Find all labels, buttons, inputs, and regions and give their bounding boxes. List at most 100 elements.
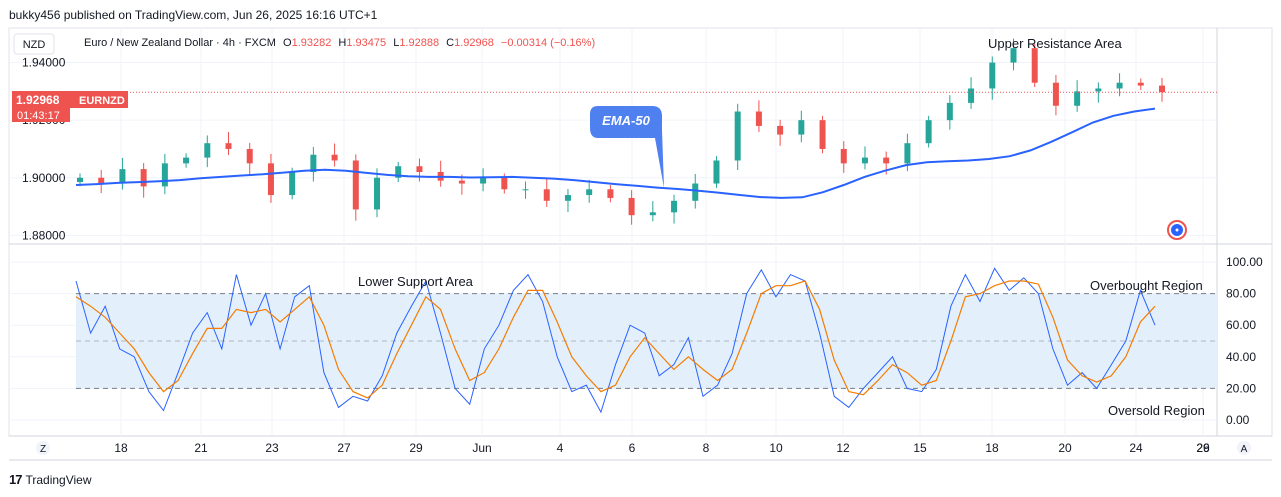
close-label: C bbox=[446, 37, 454, 49]
tradingview-brand[interactable]: 17 TradingView bbox=[9, 472, 92, 487]
publish-bar: bukky456 published on TradingView.com, J… bbox=[0, 0, 1281, 28]
candle-body bbox=[1074, 91, 1081, 106]
close-value: 1.92968 bbox=[454, 37, 494, 49]
currency-button-label: NZD bbox=[23, 39, 46, 51]
candle-body bbox=[1116, 82, 1123, 89]
candle-body bbox=[395, 166, 402, 178]
stoch-tick-label: 40.00 bbox=[1226, 350, 1256, 364]
time-tick-label: 8 bbox=[703, 441, 710, 455]
candle-body bbox=[458, 180, 465, 184]
time-tick-label: 18 bbox=[985, 441, 999, 455]
compass-icon[interactable] bbox=[1167, 220, 1187, 240]
candle-body bbox=[140, 169, 147, 187]
time-tick-label: 21 bbox=[194, 441, 208, 455]
stoch-tick-label: 100.00 bbox=[1226, 255, 1263, 269]
overbought-label: Overbought Region bbox=[1090, 278, 1203, 293]
price-tick-label: 1.90000 bbox=[22, 171, 66, 185]
stoch-tick-label: 20.00 bbox=[1226, 381, 1256, 395]
candle-body bbox=[1010, 48, 1017, 63]
candle-body bbox=[161, 163, 168, 187]
price-tick-label: 1.88000 bbox=[22, 228, 66, 242]
candle-body bbox=[564, 195, 571, 201]
candle-body bbox=[331, 154, 338, 161]
stoch-tick-label: 80.00 bbox=[1226, 287, 1256, 301]
candle-body bbox=[267, 163, 274, 196]
candle-body bbox=[352, 160, 359, 210]
candle-body bbox=[628, 197, 635, 216]
candle-body bbox=[734, 111, 741, 161]
candle-body bbox=[946, 102, 953, 121]
stoch-k-line bbox=[75, 267, 1156, 414]
auto-scale-button-label: A bbox=[1241, 444, 1248, 455]
timezone-button[interactable] bbox=[36, 441, 50, 455]
candle-body bbox=[501, 177, 508, 190]
candle-body bbox=[586, 189, 593, 196]
candle-body bbox=[246, 148, 253, 164]
candle-body bbox=[1095, 88, 1102, 92]
candle-body bbox=[416, 166, 423, 172]
symbol-description: Euro / New Zealand Dollar · 4h · FXCM bbox=[84, 37, 276, 49]
price-tag bbox=[12, 91, 128, 108]
low-label: L bbox=[393, 37, 399, 49]
lower-support-label: Lower Support Area bbox=[358, 274, 474, 289]
time-tick-label: 26 bbox=[1196, 441, 1210, 455]
candle-body bbox=[289, 172, 296, 196]
time-tick-label: 24 bbox=[1129, 441, 1143, 455]
candle-body bbox=[225, 143, 232, 149]
candle-body bbox=[649, 212, 656, 216]
candle-body bbox=[883, 157, 890, 164]
candle-body bbox=[861, 157, 868, 164]
candle-body bbox=[310, 154, 317, 172]
ema-50-line bbox=[75, 107, 1156, 199]
candle-body bbox=[607, 189, 614, 198]
open-value: 1.93282 bbox=[292, 37, 332, 49]
candle-body bbox=[77, 177, 83, 183]
oversold-label: Oversold Region bbox=[1108, 403, 1205, 418]
time-tick-label: 29 bbox=[409, 441, 423, 455]
time-tick-label: 6 bbox=[629, 441, 636, 455]
publish-info: bukky456 published on TradingView.com, J… bbox=[9, 8, 378, 22]
stoch-tick-label: 0.00 bbox=[1226, 413, 1250, 427]
candle-body bbox=[989, 62, 996, 89]
candle-body bbox=[1031, 48, 1038, 83]
candle-body bbox=[777, 125, 784, 135]
time-tick-label: 20 bbox=[1058, 441, 1072, 455]
candles bbox=[77, 38, 1165, 225]
ema-callout-label: EMA-50 bbox=[602, 113, 650, 128]
candle-body bbox=[755, 111, 762, 126]
time-tick-label: 12 bbox=[836, 441, 850, 455]
time-tick-label: 18 bbox=[114, 441, 128, 455]
candle-body bbox=[904, 143, 911, 164]
stoch-axis[interactable]: 100.00 80.00 60.00 40.00 20.00 0.00 bbox=[1226, 255, 1263, 427]
stoch-d-line bbox=[75, 280, 1156, 399]
candle-body bbox=[1159, 85, 1165, 93]
change-value: −0.00314 (−0.16%) bbox=[501, 37, 595, 49]
timezone-button-label: Z bbox=[40, 444, 46, 455]
price-tag-symbol: EURNZD bbox=[79, 95, 125, 107]
time-tick-label: Jun bbox=[472, 441, 491, 455]
open-label: O bbox=[283, 37, 292, 49]
time-tick-label: 15 bbox=[913, 441, 927, 455]
high-label: H bbox=[338, 37, 346, 49]
upper-resistance-label: Upper Resistance Area bbox=[988, 36, 1122, 51]
currency-button[interactable] bbox=[13, 33, 55, 55]
candle-body bbox=[925, 120, 932, 144]
time-tick-label: 4 bbox=[557, 441, 564, 455]
time-tick-label: 27 bbox=[337, 441, 351, 455]
candle-body bbox=[119, 169, 126, 184]
price-tag-value: 1.92968 bbox=[16, 93, 60, 107]
tradingview-wordmark: TradingView bbox=[25, 472, 92, 487]
high-value: 1.93475 bbox=[346, 37, 386, 49]
auto-scale-button[interactable] bbox=[1237, 441, 1251, 455]
candle-body bbox=[374, 177, 381, 210]
price-tick-label: 1.94000 bbox=[22, 56, 66, 70]
candle-body bbox=[968, 88, 975, 103]
candle-body bbox=[671, 200, 678, 213]
candle-body bbox=[480, 177, 487, 184]
candle-body bbox=[692, 183, 699, 201]
time-tick-label: 10 bbox=[769, 441, 783, 455]
tradingview-logo-icon: 17 bbox=[9, 472, 23, 487]
stoch-tick-label: 60.00 bbox=[1226, 318, 1256, 332]
